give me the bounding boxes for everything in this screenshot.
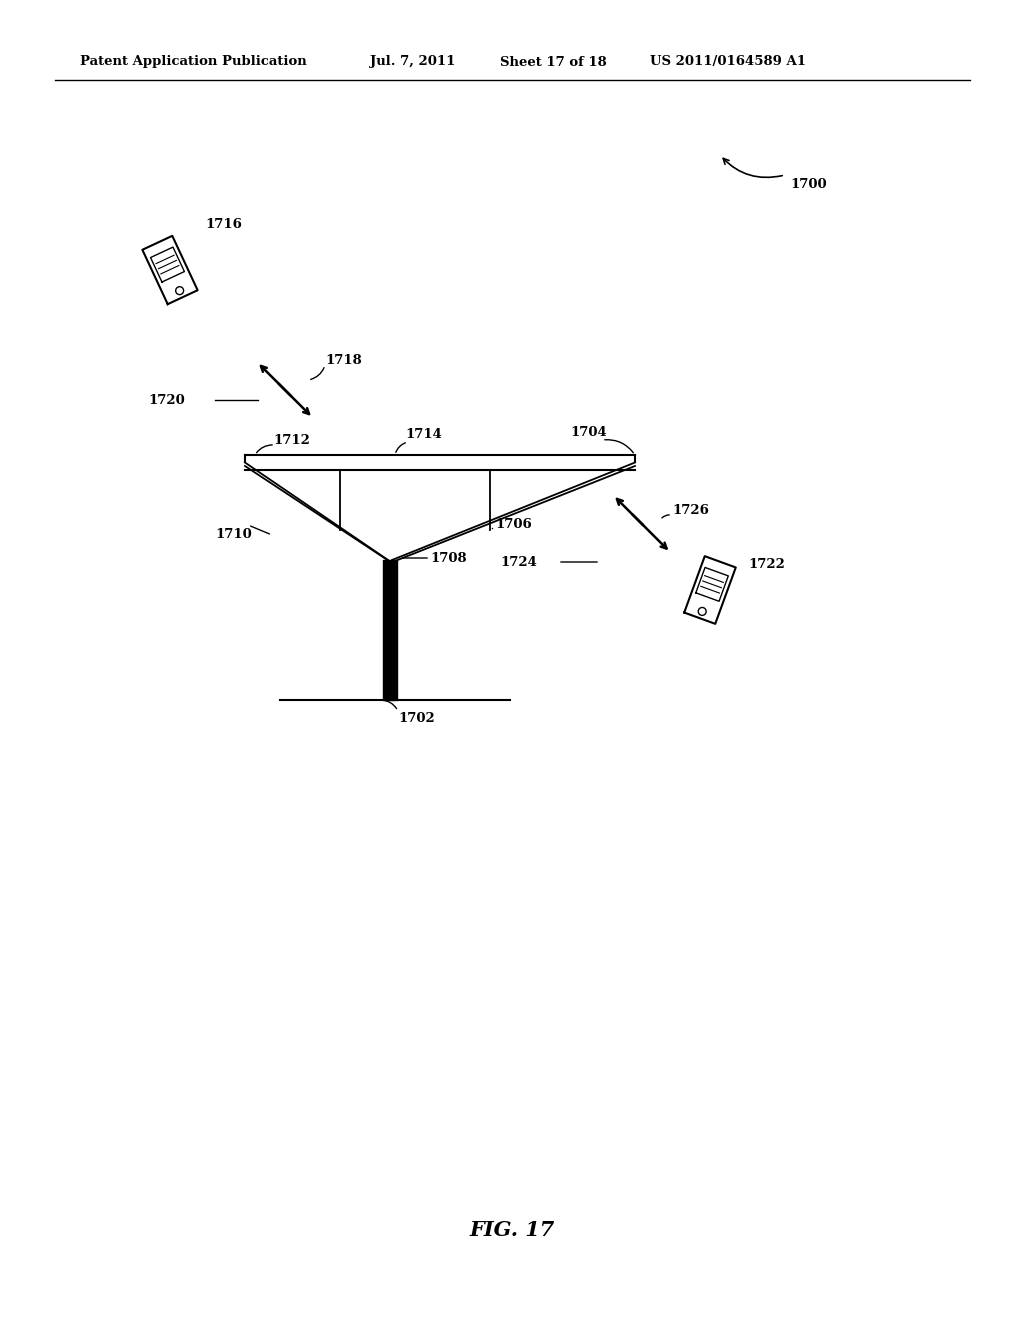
Text: Sheet 17 of 18: Sheet 17 of 18 <box>500 55 607 69</box>
Text: 1700: 1700 <box>790 178 826 191</box>
Text: 1710: 1710 <box>215 528 252 541</box>
Text: Patent Application Publication: Patent Application Publication <box>80 55 307 69</box>
Text: FIG. 17: FIG. 17 <box>469 1220 555 1239</box>
Text: 1720: 1720 <box>148 393 184 407</box>
Text: 1726: 1726 <box>672 503 709 516</box>
Text: 1714: 1714 <box>406 429 442 441</box>
Text: 1706: 1706 <box>495 517 531 531</box>
Text: 1712: 1712 <box>273 433 310 446</box>
Text: 1704: 1704 <box>570 425 607 438</box>
Text: 1718: 1718 <box>325 354 361 367</box>
Text: US 2011/0164589 A1: US 2011/0164589 A1 <box>650 55 806 69</box>
Text: 1708: 1708 <box>430 552 467 565</box>
Text: 1724: 1724 <box>500 556 537 569</box>
Text: 1722: 1722 <box>748 558 784 572</box>
Text: Jul. 7, 2011: Jul. 7, 2011 <box>370 55 456 69</box>
Text: 1702: 1702 <box>398 711 435 725</box>
Text: 1716: 1716 <box>205 219 242 231</box>
